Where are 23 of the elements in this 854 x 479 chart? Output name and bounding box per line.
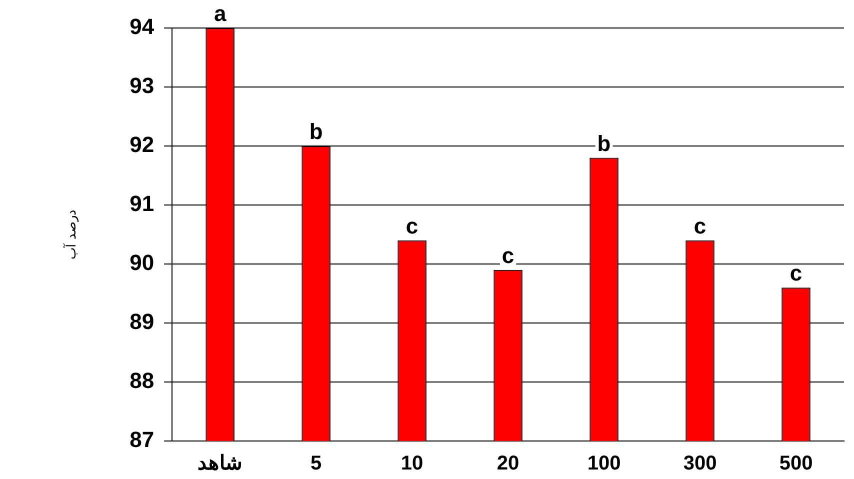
x-tick-label: 10	[400, 452, 424, 475]
x-tick-label: 300	[683, 452, 717, 475]
annotation: c	[502, 242, 514, 268]
x-tick-label: 20	[496, 452, 520, 475]
y-tick-label: 93	[130, 73, 154, 98]
y-tick-label: 92	[130, 132, 154, 158]
x-tick-label: 5	[310, 452, 322, 475]
annotation: b	[309, 119, 323, 144]
annotation: c	[790, 260, 802, 286]
annotation: c	[694, 213, 706, 238]
annotation: c	[406, 213, 418, 238]
x-tick-label: 100	[587, 452, 621, 475]
x-tick-label: 500	[779, 452, 813, 475]
y-tick-label: 89	[130, 309, 154, 334]
y-tick-label: 90	[130, 250, 154, 276]
annotation: b	[597, 130, 611, 156]
y-tick-label: 94	[130, 14, 155, 40]
y-tick-label: 91	[130, 191, 154, 216]
annotation: a	[214, 1, 227, 26]
y-tick-label: 87	[130, 427, 154, 452]
x-tick-label: شاهد	[198, 452, 243, 475]
y-tick-label: 88	[130, 368, 154, 394]
y-axis-title: درصد آب	[62, 210, 80, 260]
